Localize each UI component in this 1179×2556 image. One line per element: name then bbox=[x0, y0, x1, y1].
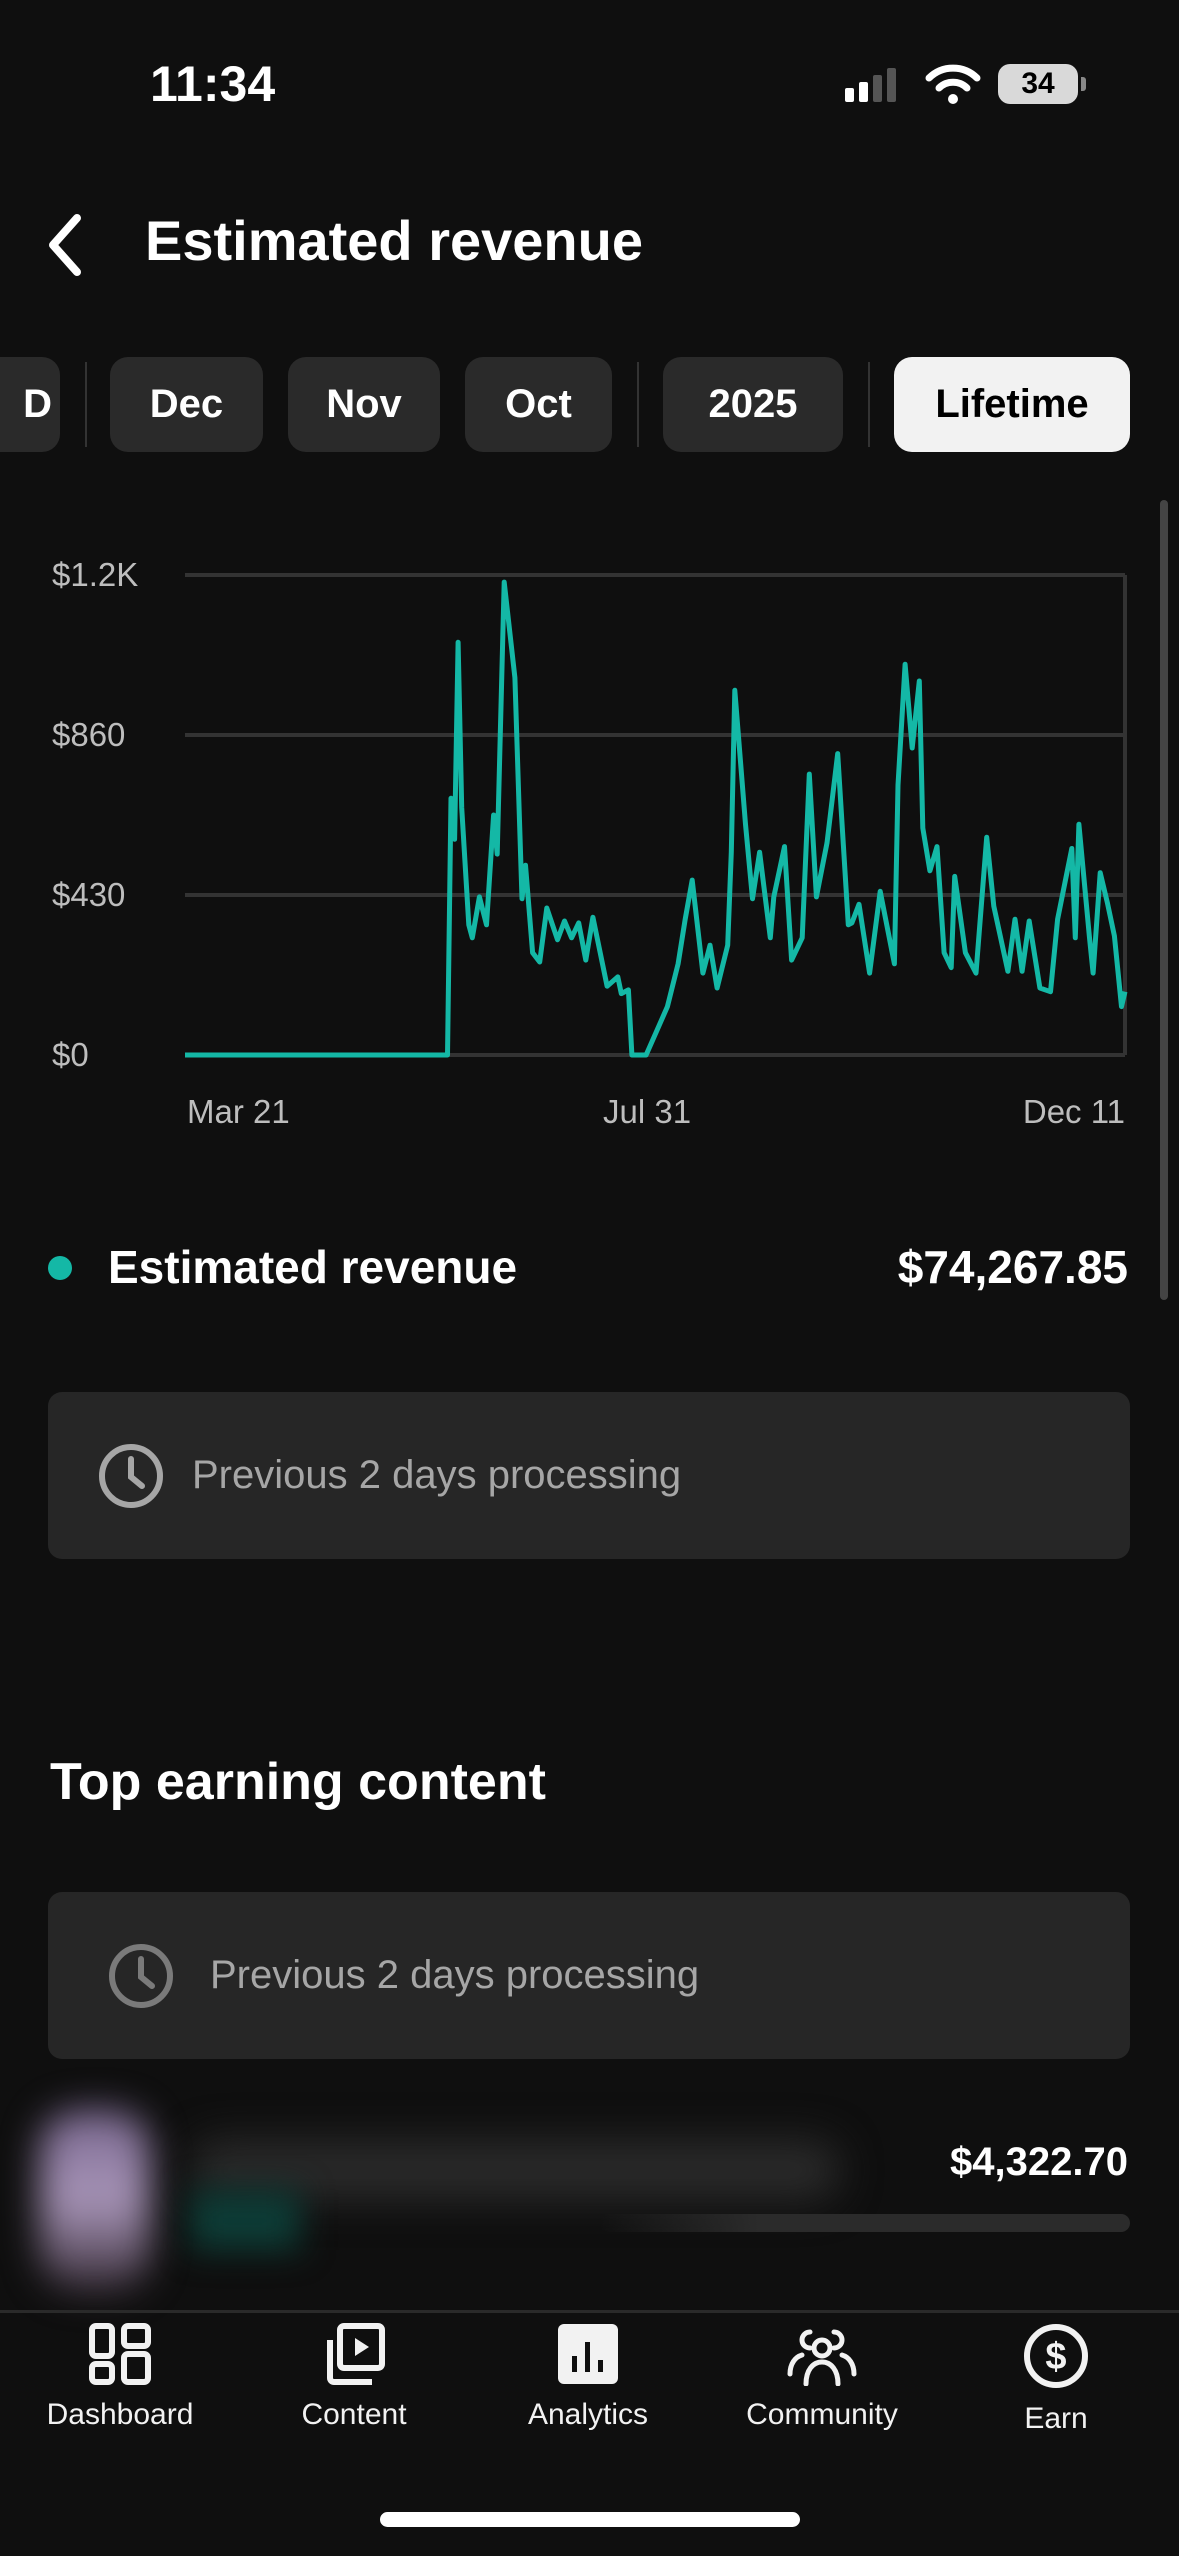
content-earnings: $4,322.70 bbox=[950, 2140, 1128, 2184]
tab-analytics[interactable]: Analytics bbox=[471, 2322, 705, 2432]
status-time: 11:34 bbox=[150, 56, 276, 112]
tab-earn[interactable]: $ Earn bbox=[939, 2322, 1173, 2436]
y-tick-label: $0 bbox=[52, 1036, 89, 1073]
tab-community[interactable]: Community bbox=[705, 2322, 939, 2432]
x-tick-label: Jul 31 bbox=[603, 1093, 692, 1130]
battery-indicator: 34 bbox=[998, 64, 1086, 104]
divider bbox=[85, 362, 87, 447]
processing-text: Previous 2 days processing bbox=[192, 1453, 682, 1497]
period-selector: D Dec Nov Oct 2025 Lifetime bbox=[0, 357, 1179, 452]
x-tick-label: Mar 21 bbox=[187, 1093, 290, 1130]
processing-text: Previous 2 days processing bbox=[210, 1953, 700, 1997]
cellular-signal-icon bbox=[845, 68, 896, 102]
home-indicator[interactable] bbox=[380, 2512, 800, 2527]
dashboard-icon bbox=[89, 2323, 151, 2385]
tab-label: Analytics bbox=[527, 2398, 649, 2431]
tab-bar-divider bbox=[0, 2310, 1179, 2313]
period-chip-dec[interactable]: Dec bbox=[110, 357, 263, 452]
earnings-bar bbox=[600, 2214, 1130, 2232]
y-tick-label: $1.2K bbox=[52, 556, 139, 593]
y-tick-label: $860 bbox=[52, 716, 126, 753]
tab-label: Earn bbox=[1024, 2402, 1088, 2435]
content-icon bbox=[327, 2323, 385, 2385]
tab-label: Community bbox=[746, 2398, 898, 2431]
svg-text:$: $ bbox=[1045, 2336, 1066, 2378]
analytics-icon bbox=[558, 2324, 618, 2384]
clock-icon bbox=[109, 1943, 173, 2008]
period-chip-nov[interactable]: Nov bbox=[288, 357, 440, 452]
total-revenue-value: $74,267.85 bbox=[897, 1241, 1128, 1293]
section-title: Top earning content bbox=[50, 1753, 546, 1811]
scrollbar[interactable] bbox=[1160, 500, 1168, 1300]
period-chip-d[interactable]: D bbox=[0, 357, 60, 452]
clock-icon bbox=[99, 1443, 163, 1508]
period-chip-2025[interactable]: 2025 bbox=[663, 357, 843, 452]
revenue-chart[interactable] bbox=[0, 0, 1179, 1200]
period-chip-oct[interactable]: Oct bbox=[465, 357, 612, 452]
earn-icon: $ bbox=[1024, 2324, 1088, 2388]
y-tick-label: $430 bbox=[52, 876, 126, 913]
back-arrow-icon[interactable] bbox=[45, 210, 85, 280]
processing-notice: Previous 2 days processing bbox=[48, 1392, 1130, 1559]
tab-dashboard[interactable]: Dashboard bbox=[3, 2322, 237, 2432]
legend-dot bbox=[48, 1256, 72, 1280]
tab-label: Dashboard bbox=[46, 2398, 194, 2431]
community-icon bbox=[787, 2329, 857, 2386]
wifi-icon bbox=[925, 64, 981, 104]
content-tag-blurred bbox=[190, 2190, 300, 2250]
tab-content[interactable]: Content bbox=[237, 2322, 471, 2432]
x-tick-label: Dec 11 bbox=[1022, 1093, 1125, 1130]
divider bbox=[868, 362, 870, 447]
revenue-line bbox=[185, 579, 1128, 1058]
period-chip-lifetime[interactable]: Lifetime bbox=[894, 357, 1130, 452]
tab-label: Content bbox=[301, 2398, 407, 2431]
divider bbox=[637, 362, 639, 447]
content-thumbnail[interactable] bbox=[40, 2110, 150, 2290]
top-content-processing-notice: Previous 2 days processing bbox=[48, 1892, 1130, 2059]
page-title: Estimated revenue bbox=[145, 209, 643, 272]
legend-label: Estimated revenue bbox=[108, 1241, 518, 1293]
